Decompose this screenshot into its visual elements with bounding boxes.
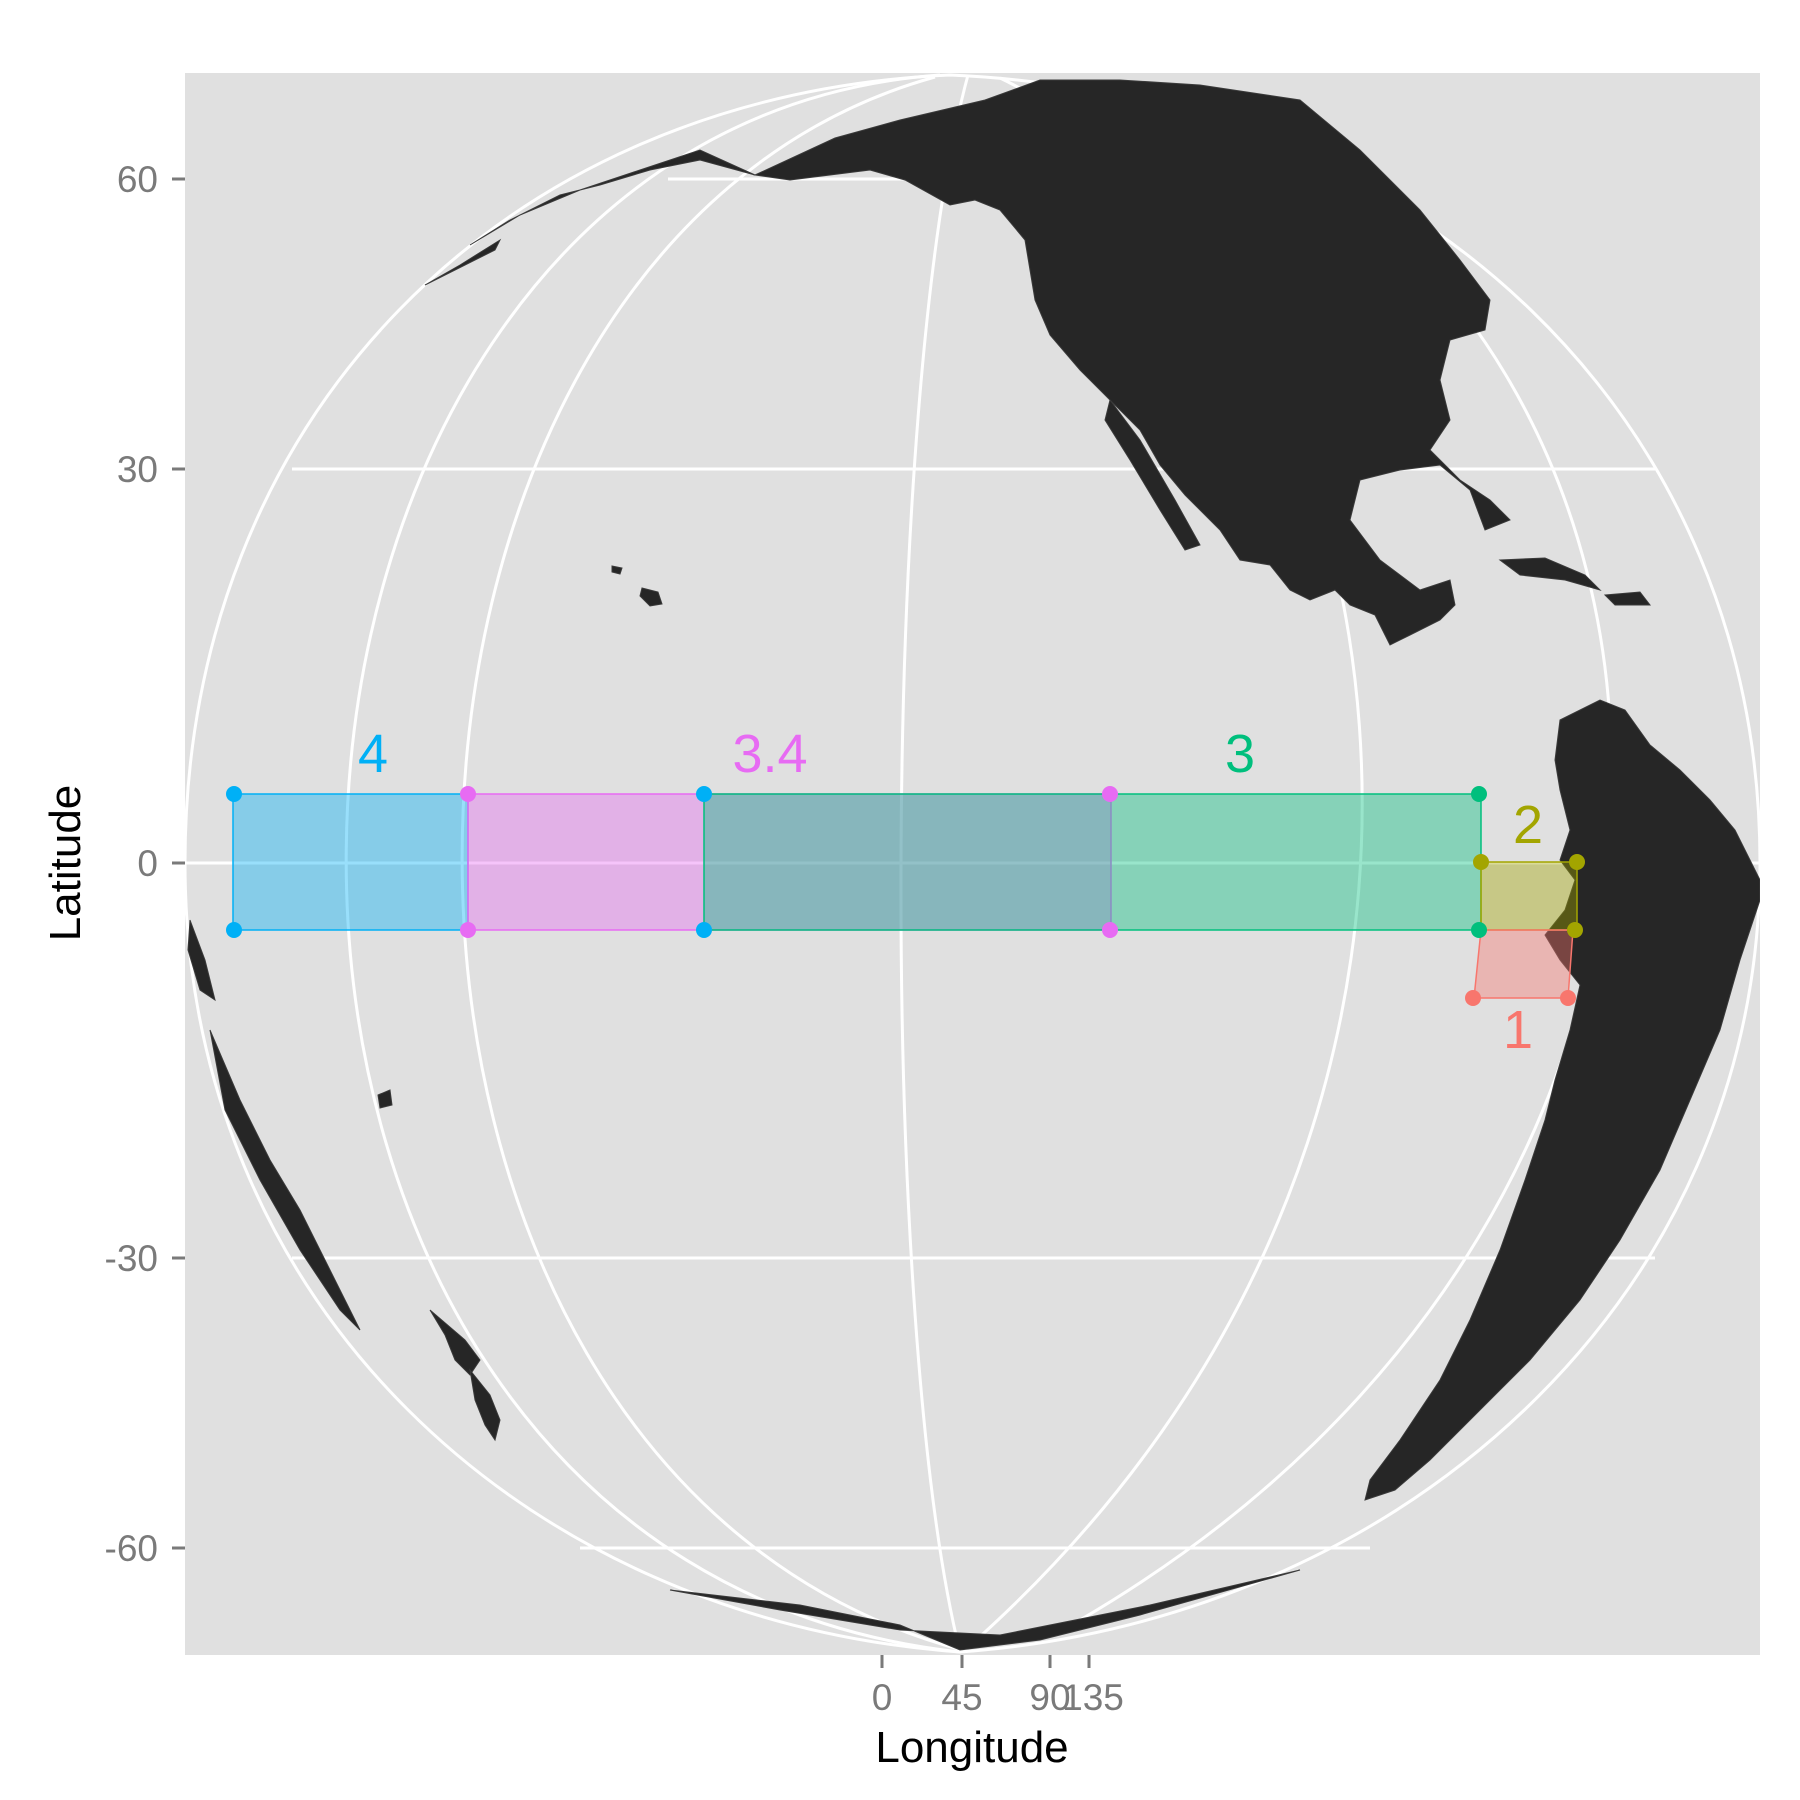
region-4-box <box>232 793 469 931</box>
new-zealand-south <box>469 1368 501 1442</box>
meridian-center <box>899 74 970 1653</box>
nino-regions <box>226 786 1585 1006</box>
north-america <box>753 79 1511 646</box>
region-4-point <box>696 786 712 802</box>
alaska-peninsula <box>469 149 756 246</box>
aleutian-islands <box>424 238 502 286</box>
region-label-2: 2 <box>1513 795 1543 855</box>
baja-california <box>1104 398 1201 551</box>
region-2-point <box>1569 854 1585 870</box>
region-2-box <box>1480 861 1578 931</box>
x-tick-label: 45 <box>941 1677 982 1718</box>
x-tick-label: 0 <box>872 1677 893 1718</box>
hawaii <box>639 587 663 607</box>
x-tick-label: 90 <box>1029 1677 1070 1718</box>
region-2-points <box>1473 854 1585 938</box>
region-4-point <box>696 922 712 938</box>
x-axis-title: Longitude <box>875 1723 1068 1772</box>
new-zealand-north <box>429 1309 481 1376</box>
pacific-island-a <box>377 1089 393 1109</box>
antarctica <box>669 1569 1301 1651</box>
region-2-point <box>1567 922 1583 938</box>
meridian-left <box>460 75 963 1652</box>
meridian-outer <box>344 73 961 1654</box>
hispaniola <box>1603 591 1652 606</box>
y-tick-label: -60 <box>105 1528 158 1569</box>
region-34-point <box>460 922 476 938</box>
region-1-points <box>1465 990 1576 1006</box>
region-label-4: 4 <box>358 724 388 784</box>
region-4-point <box>226 922 242 938</box>
region-label-1: 1 <box>1503 1000 1533 1060</box>
region-1-box <box>1473 929 1574 999</box>
region-34-point <box>1102 786 1118 802</box>
region-34-point <box>1102 922 1118 938</box>
region-34-point <box>460 786 476 802</box>
region-label-3: 3 <box>1225 724 1255 784</box>
region-1-point <box>1560 990 1576 1006</box>
land-masses <box>187 79 1760 1651</box>
y-tick-label: 60 <box>117 159 158 200</box>
region-4-points <box>226 786 712 938</box>
y-axis-title: Latitude <box>41 785 90 942</box>
y-tick-label: -30 <box>105 1238 158 1279</box>
australia-edge <box>187 919 216 1002</box>
globe-outline <box>185 73 1760 1654</box>
western-coast-sliver <box>209 1029 361 1331</box>
x-tick-label: 135 <box>1062 1677 1124 1718</box>
region-34-box <box>467 793 1112 931</box>
region-1-point <box>1465 990 1481 1006</box>
south-america <box>1364 699 1760 1501</box>
y-tick-label: 0 <box>137 843 158 884</box>
region-2-point <box>1473 854 1489 870</box>
cuba <box>1498 557 1602 592</box>
latitude-gridlines <box>185 177 1760 1550</box>
y-axis <box>172 177 185 1550</box>
y-tick-label: 30 <box>117 449 158 490</box>
hawaii-small <box>611 565 623 575</box>
region-3-box <box>703 793 1482 931</box>
region-4-point <box>226 786 242 802</box>
region-34-points <box>460 786 1118 938</box>
region-3-points <box>1471 786 1487 938</box>
x-axis <box>880 1655 1091 1668</box>
region-3-point <box>1471 922 1487 938</box>
region-label-34: 3.4 <box>732 724 807 784</box>
region-3-point <box>1471 786 1487 802</box>
